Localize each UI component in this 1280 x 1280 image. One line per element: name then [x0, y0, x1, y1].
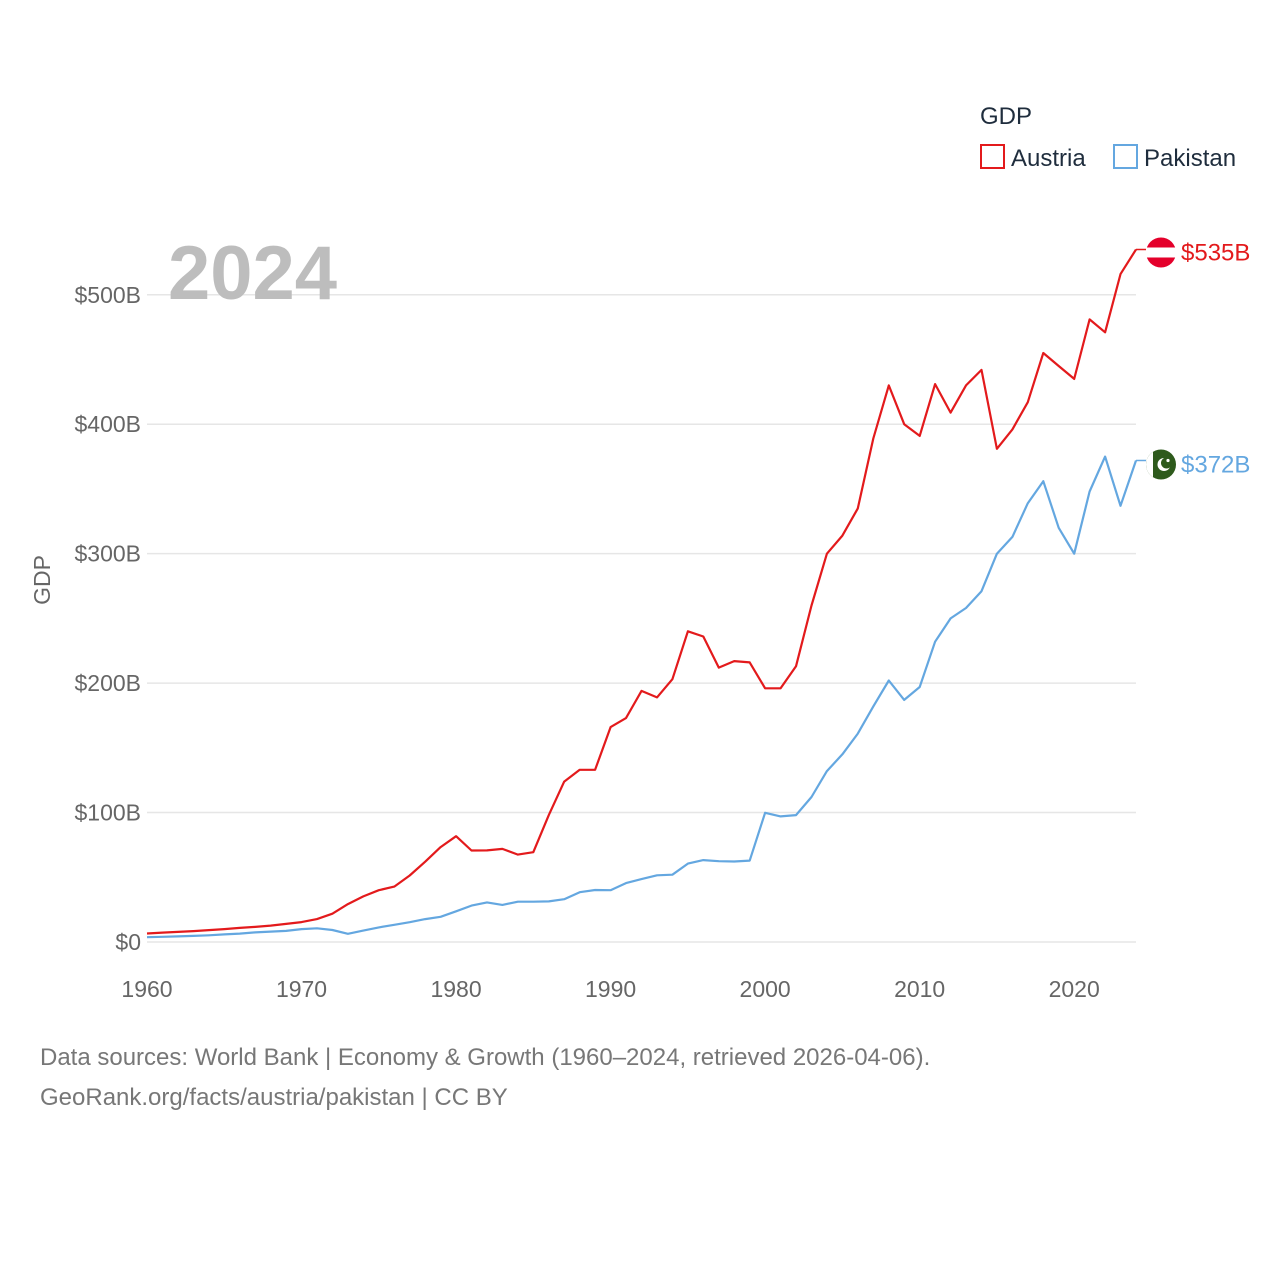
footer-sources: Data sources: World Bank | Economy & Gro…: [40, 1044, 931, 1071]
gridlines: [147, 294, 1136, 943]
end-value-austria: $535B: [1181, 239, 1250, 266]
y-tick-label: $500B: [74, 282, 141, 308]
y-tick-label: $0: [115, 929, 141, 955]
end-value-pakistan: $372B: [1181, 451, 1250, 478]
series-lines: [146, 248, 1138, 939]
series-line-pakistan[interactable]: [146, 455, 1138, 939]
austria-flag: [1146, 237, 1176, 268]
x-tick-label: 1990: [585, 976, 636, 1002]
legend-item-pakistan[interactable]: Pakistan: [1113, 144, 1236, 172]
x-tick-label: 2010: [894, 976, 945, 1002]
y-tick-label: $100B: [74, 800, 141, 826]
y-tick-label: $300B: [74, 541, 141, 567]
legend-label-pakistan: Pakistan: [1144, 145, 1236, 172]
x-tick-label: 1980: [430, 976, 481, 1002]
year-label: 2024: [168, 231, 337, 316]
legend: GDP Austria Pakistan: [980, 103, 1236, 172]
series-end-labels: $535B $372B: [1136, 237, 1250, 480]
x-tick-label: 1970: [276, 976, 327, 1002]
legend-label-austria: Austria: [1011, 145, 1086, 172]
legend-swatch-pakistan: [1113, 144, 1138, 169]
y-tick-label: $400B: [74, 411, 141, 437]
x-tick-label: 1960: [121, 976, 172, 1002]
y-tick-label: $200B: [74, 670, 141, 696]
legend-title: GDP: [980, 103, 1032, 130]
x-axis-ticks: 1960 1970 1980 1990 2000 2010 2020: [121, 976, 1099, 1002]
series-line-austria[interactable]: [146, 248, 1137, 935]
pakistan-flag: [1146, 449, 1176, 480]
footer-attribution[interactable]: GeoRank.org/facts/austria/pakistan | CC …: [40, 1084, 508, 1111]
x-tick-label: 2020: [1049, 976, 1100, 1002]
y-axis-ticks: $0 $100B $200B $300B $400B $500B: [74, 282, 141, 955]
legend-item-austria[interactable]: Austria: [980, 144, 1086, 172]
legend-swatch-austria: [980, 144, 1005, 169]
x-tick-label: 2000: [740, 976, 791, 1002]
y-axis-label: GDP: [29, 555, 55, 605]
